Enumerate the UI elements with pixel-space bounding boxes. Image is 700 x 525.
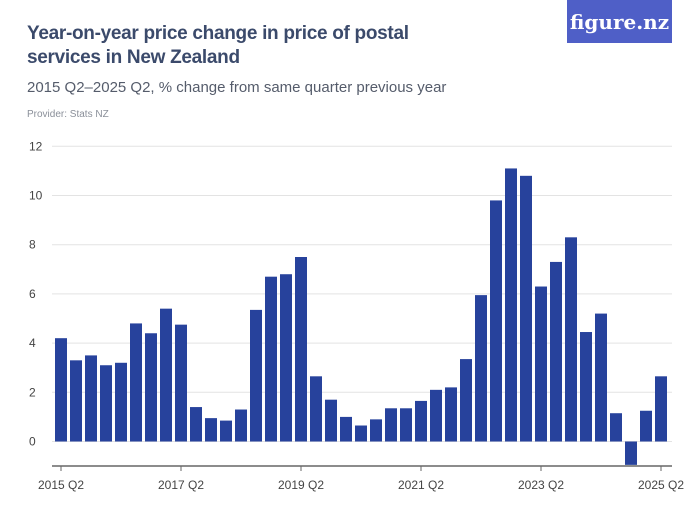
- bar: [355, 425, 367, 442]
- bar: [580, 332, 592, 442]
- bar: [235, 409, 247, 442]
- bar: [115, 362, 127, 442]
- y-tick-label: 4: [29, 336, 36, 350]
- bar: [265, 276, 277, 442]
- bar: [205, 418, 217, 442]
- y-tick-label: 10: [29, 189, 43, 203]
- bar: [535, 286, 547, 442]
- bar: [280, 274, 292, 442]
- bar: [475, 295, 487, 442]
- chart-title: Year-on-year price change in price of po…: [27, 23, 409, 68]
- bar: [220, 420, 232, 442]
- bar: [460, 359, 472, 442]
- bar: [610, 413, 622, 442]
- provider-label: Provider: Stats NZ: [27, 109, 109, 120]
- bar: [85, 355, 97, 442]
- bar: [595, 313, 607, 442]
- bar: [145, 333, 157, 442]
- bar: [640, 410, 652, 442]
- bar: [505, 168, 517, 442]
- bar: [190, 407, 202, 442]
- bar: [625, 441, 637, 465]
- bar: [415, 400, 427, 442]
- bar: [385, 408, 397, 442]
- bar: [295, 257, 307, 442]
- bar: [400, 408, 412, 442]
- bar: [100, 365, 112, 442]
- x-tick-label: 2015 Q2: [38, 478, 84, 492]
- bar: [160, 308, 172, 442]
- x-tick-label: 2021 Q2: [398, 478, 444, 492]
- bar: [130, 323, 142, 442]
- bar: [250, 309, 262, 442]
- bar: [55, 338, 67, 442]
- bar: [70, 360, 82, 442]
- y-tick-label: 8: [29, 238, 36, 252]
- x-tick-label: 2023 Q2: [518, 478, 564, 492]
- bar: [550, 261, 562, 442]
- bar: [490, 200, 502, 442]
- figure-nz-logo[interactable]: figure.nz: [567, 0, 672, 43]
- bar: [430, 389, 442, 442]
- x-tick-label: 2025 Q2: [638, 478, 684, 492]
- x-tick-label: 2019 Q2: [278, 478, 324, 492]
- x-tick-label: 2017 Q2: [158, 478, 204, 492]
- bar: [325, 399, 337, 442]
- bar: [370, 419, 382, 442]
- bar: [175, 324, 187, 442]
- bar: [655, 376, 667, 442]
- bar: [520, 175, 532, 442]
- y-tick-label: 0: [29, 435, 36, 449]
- y-tick-label: 12: [29, 139, 43, 153]
- bar: [445, 387, 457, 442]
- bar: [340, 416, 352, 442]
- bar: [310, 376, 322, 442]
- y-tick-label: 6: [29, 287, 36, 301]
- chart-subtitle: 2015 Q2–2025 Q2, % change from same quar…: [27, 79, 447, 96]
- y-tick-label: 2: [29, 385, 36, 399]
- bar: [565, 237, 577, 442]
